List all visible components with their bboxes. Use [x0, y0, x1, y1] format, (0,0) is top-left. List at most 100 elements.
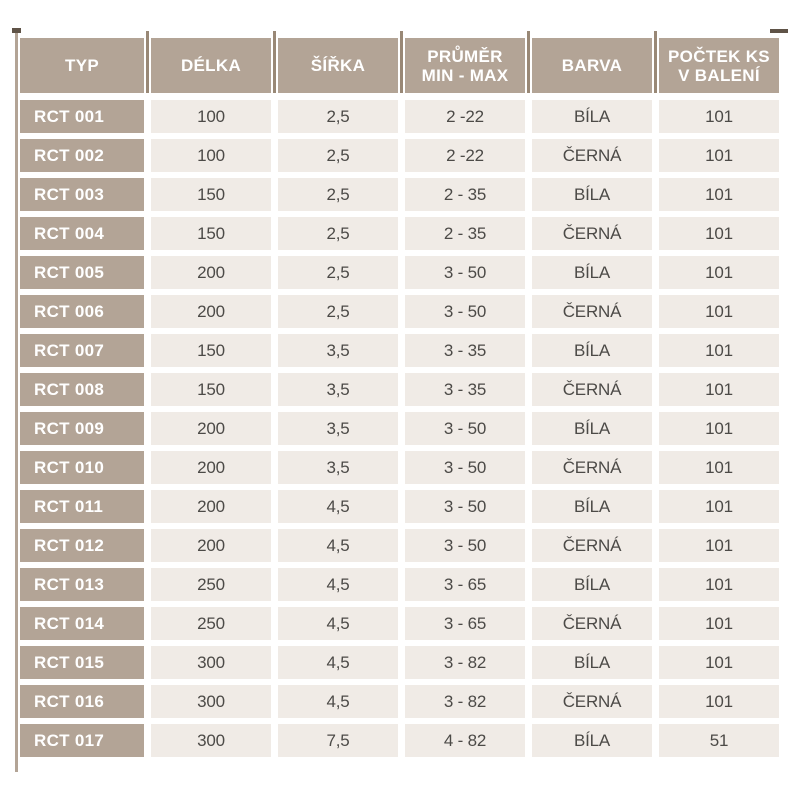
header-label-line2: MIN - MAX — [421, 65, 509, 85]
cell-sirka: 4,5 — [278, 607, 398, 640]
cell-pocet-ks: 51 — [659, 724, 779, 757]
cell-pocet-ks: 101 — [659, 529, 779, 562]
header-cell-prumer-min-max: PRŮMĚR MIN - MAX — [400, 31, 525, 93]
cell-prumer-min-max: 2 -22 — [405, 100, 525, 133]
cell-sirka: 4,5 — [278, 685, 398, 718]
cell-delka: 200 — [151, 256, 271, 289]
cell-sirka: 4,5 — [278, 568, 398, 601]
cell-pocet-ks: 101 — [659, 217, 779, 250]
header-label: ŠÍŘKA — [310, 56, 366, 75]
cell-barva: ČERNÁ — [532, 529, 652, 562]
cell-barva: ČERNÁ — [532, 139, 652, 172]
header-label: BARVA — [561, 56, 623, 75]
cell-pocet-ks: 101 — [659, 178, 779, 211]
cell-prumer-min-max: 3 - 50 — [405, 412, 525, 445]
cell-pocet-ks: 101 — [659, 568, 779, 601]
cell-typ: RCT 006 — [20, 295, 144, 328]
cell-pocet-ks: 101 — [659, 490, 779, 523]
cell-delka: 200 — [151, 451, 271, 484]
header-cell-pocet-ks-v-baleni: POČTEK KS V BALENÍ — [654, 31, 779, 93]
cell-barva: BÍLA — [532, 334, 652, 367]
cell-prumer-min-max: 3 - 50 — [405, 256, 525, 289]
cell-delka: 150 — [151, 373, 271, 406]
header-label: POČTEK KS — [668, 46, 770, 66]
cell-barva: BÍLA — [532, 490, 652, 523]
cell-barva: ČERNÁ — [532, 217, 652, 250]
cell-pocet-ks: 101 — [659, 607, 779, 640]
cell-pocet-ks: 101 — [659, 295, 779, 328]
header-label-line2: V BALENÍ — [678, 65, 760, 85]
cell-delka: 200 — [151, 529, 271, 562]
cell-prumer-min-max: 3 - 50 — [405, 451, 525, 484]
cell-pocet-ks: 101 — [659, 451, 779, 484]
cell-prumer-min-max: 2 -22 — [405, 139, 525, 172]
header-label: DÉLKA — [180, 56, 242, 75]
cell-delka: 300 — [151, 724, 271, 757]
cell-typ: RCT 015 — [20, 646, 144, 679]
header-cell-typ: TYP — [20, 38, 144, 93]
cell-typ: RCT 011 — [20, 490, 144, 523]
cell-prumer-min-max: 3 - 65 — [405, 568, 525, 601]
cell-sirka: 4,5 — [278, 646, 398, 679]
cell-delka: 200 — [151, 412, 271, 445]
cell-pocet-ks: 101 — [659, 412, 779, 445]
cell-sirka: 2,5 — [278, 295, 398, 328]
cell-typ: RCT 007 — [20, 334, 144, 367]
cell-typ: RCT 017 — [20, 724, 144, 757]
cell-delka: 150 — [151, 334, 271, 367]
cell-prumer-min-max: 3 - 82 — [405, 685, 525, 718]
cell-prumer-min-max: 4 - 82 — [405, 724, 525, 757]
cell-pocet-ks: 101 — [659, 685, 779, 718]
cell-typ: RCT 005 — [20, 256, 144, 289]
cell-barva: BÍLA — [532, 568, 652, 601]
cell-barva: ČERNÁ — [532, 451, 652, 484]
cell-sirka: 4,5 — [278, 529, 398, 562]
cell-prumer-min-max: 3 - 50 — [405, 490, 525, 523]
product-table: TYP DÉLKA ŠÍŘKA PRŮMĚR MIN - MAX BARVA P… — [20, 31, 779, 757]
cell-delka: 150 — [151, 217, 271, 250]
cell-barva: BÍLA — [532, 412, 652, 445]
cell-prumer-min-max: 2 - 35 — [405, 178, 525, 211]
cell-barva: BÍLA — [532, 100, 652, 133]
cell-barva: ČERNÁ — [532, 295, 652, 328]
cell-delka: 300 — [151, 685, 271, 718]
cell-typ: RCT 002 — [20, 139, 144, 172]
table-left-edge-strip — [15, 30, 18, 772]
header-label: TYP — [65, 56, 99, 75]
header-cell-delka: DÉLKA — [146, 31, 271, 93]
header-label: PRŮMĚR — [427, 46, 503, 66]
cell-typ: RCT 012 — [20, 529, 144, 562]
cell-sirka: 2,5 — [278, 139, 398, 172]
cell-typ: RCT 010 — [20, 451, 144, 484]
cell-typ: RCT 004 — [20, 217, 144, 250]
header-cell-barva: BARVA — [527, 31, 652, 93]
table-body: RCT 001 100 2,5 2 -22 BÍLA 101 RCT 002 1… — [20, 100, 779, 757]
cell-typ: RCT 009 — [20, 412, 144, 445]
cell-sirka: 2,5 — [278, 256, 398, 289]
cell-prumer-min-max: 3 - 35 — [405, 334, 525, 367]
cell-delka: 100 — [151, 139, 271, 172]
top-left-corner-mark — [12, 28, 21, 33]
cell-delka: 250 — [151, 607, 271, 640]
cell-prumer-min-max: 3 - 50 — [405, 295, 525, 328]
cell-barva: ČERNÁ — [532, 373, 652, 406]
cell-sirka: 2,5 — [278, 217, 398, 250]
cell-prumer-min-max: 2 - 35 — [405, 217, 525, 250]
cell-delka: 150 — [151, 178, 271, 211]
cell-pocet-ks: 101 — [659, 139, 779, 172]
cell-delka: 200 — [151, 295, 271, 328]
cell-barva: BÍLA — [532, 724, 652, 757]
cell-pocet-ks: 101 — [659, 334, 779, 367]
cell-sirka: 3,5 — [278, 412, 398, 445]
cell-typ: RCT 016 — [20, 685, 144, 718]
cell-sirka: 2,5 — [278, 178, 398, 211]
cell-delka: 250 — [151, 568, 271, 601]
cell-barva: BÍLA — [532, 256, 652, 289]
cell-sirka: 3,5 — [278, 334, 398, 367]
top-right-corner-mark — [770, 29, 788, 33]
cell-sirka: 4,5 — [278, 490, 398, 523]
cell-typ: RCT 013 — [20, 568, 144, 601]
cell-barva: BÍLA — [532, 646, 652, 679]
cell-sirka: 7,5 — [278, 724, 398, 757]
